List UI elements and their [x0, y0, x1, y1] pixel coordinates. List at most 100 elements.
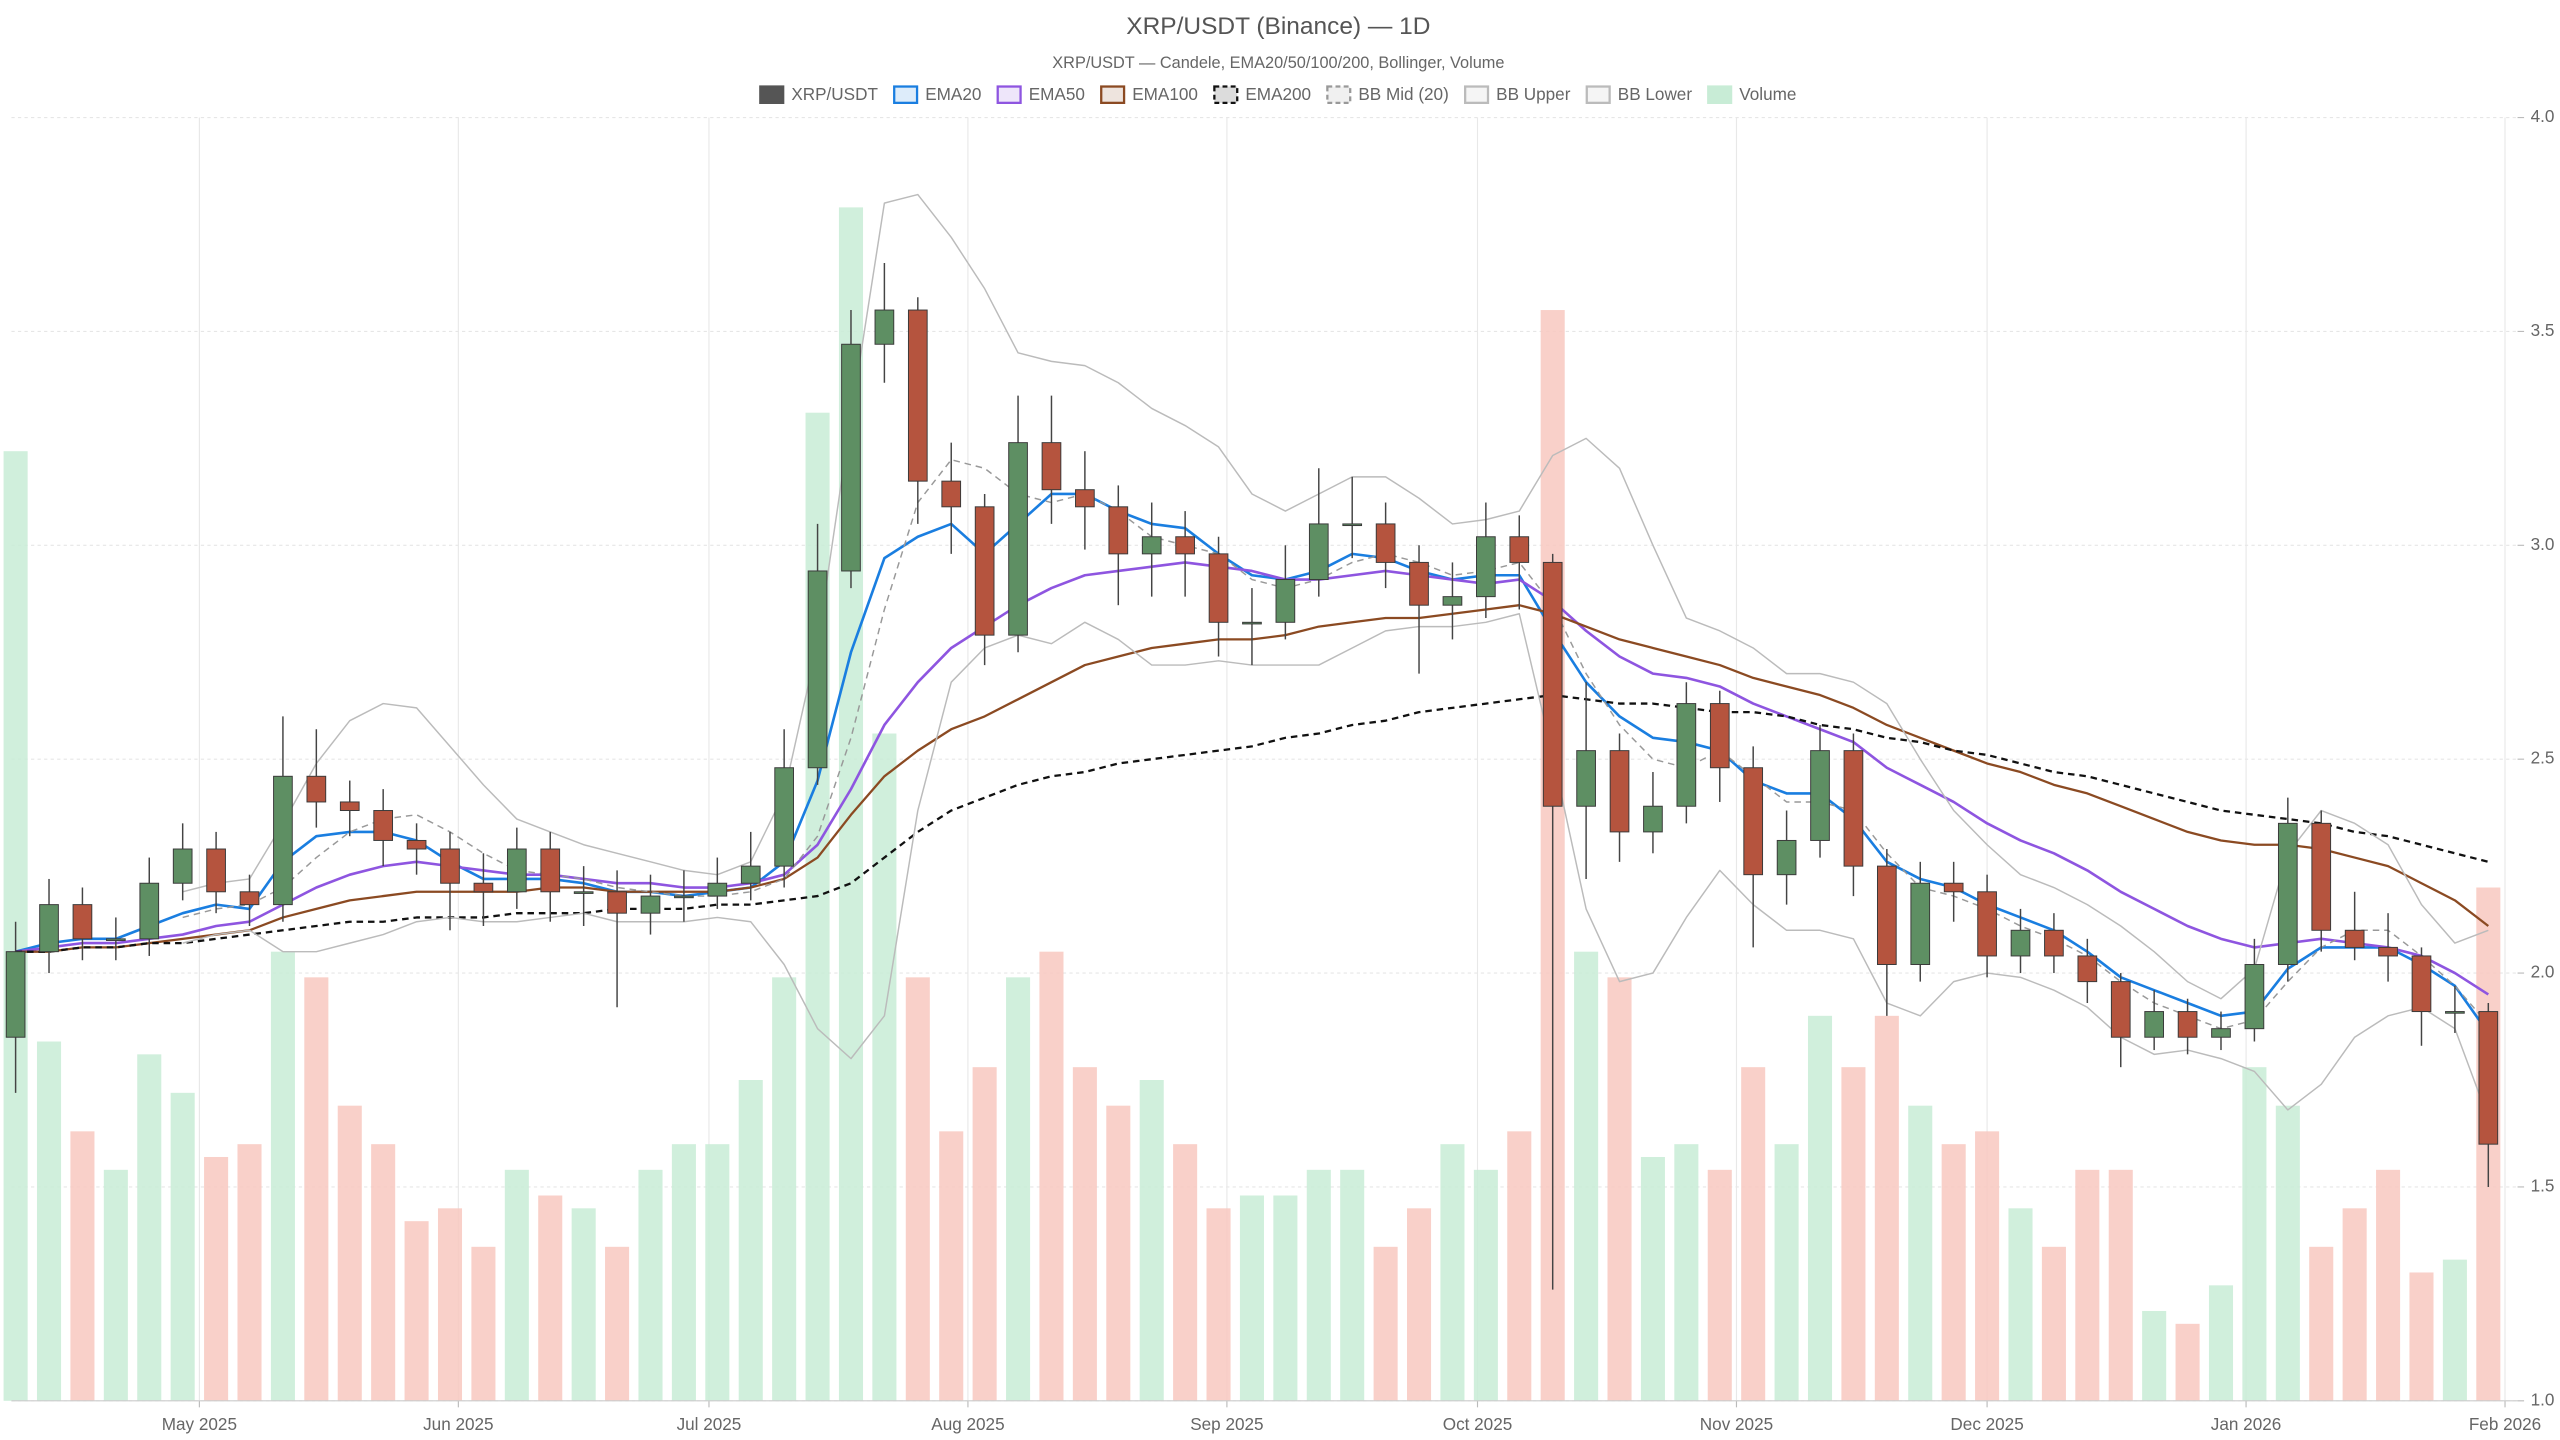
volume-bar	[2041, 1246, 2066, 1401]
candle-body	[139, 882, 160, 940]
x-tick-label: Jul 2025	[677, 1414, 742, 1434]
legend-swatch	[1707, 85, 1733, 104]
legend-swatch	[1585, 85, 1611, 104]
candle-body	[1141, 536, 1162, 555]
candle-body	[640, 895, 661, 914]
legend-item[interactable]: BB Upper	[1464, 84, 1571, 104]
legend-item[interactable]: BB Lower	[1585, 84, 1693, 104]
y-tick-label: 4.0	[2531, 106, 2555, 126]
volume-bar	[538, 1195, 563, 1401]
candle-body	[1175, 536, 1195, 555]
candle-body	[473, 882, 494, 893]
candle-body	[2445, 1011, 2465, 1014]
x-tick-label: Aug 2025	[931, 1414, 1004, 1434]
volume-bar	[1440, 1144, 1465, 1401]
candle-body	[2044, 929, 2064, 957]
volume-bar	[571, 1208, 596, 1401]
candle-body	[1676, 703, 1697, 807]
candle-body	[72, 904, 93, 940]
volume-bar	[1607, 977, 1632, 1401]
volume-bar	[304, 977, 329, 1401]
legend-item[interactable]: EMA100	[1100, 84, 1198, 104]
volume-bar	[371, 1144, 396, 1401]
volume-bar	[1173, 1144, 1198, 1401]
volume-bar	[337, 1105, 362, 1401]
candle-body	[2110, 981, 2131, 1038]
candle-body	[2211, 1028, 2231, 1038]
indicator-line	[182, 613, 2489, 1119]
legend-item[interactable]: XRP/USDT	[759, 84, 878, 104]
volume-bar	[1306, 1169, 1331, 1401]
candle-body	[1743, 767, 1764, 876]
legend-label: BB Lower	[1618, 84, 1693, 104]
volume-bar	[1741, 1067, 1766, 1401]
candle-body	[1776, 839, 1797, 876]
y-tick-label: 3.0	[2531, 534, 2555, 554]
chart-title: XRP/USDT (Binance) — 1D	[1126, 13, 1430, 40]
candle-layer	[5, 262, 2499, 1290]
legend-item[interactable]: EMA20	[893, 84, 981, 104]
candle-body	[206, 848, 226, 893]
volume-bar	[1674, 1144, 1699, 1401]
candle-body	[1375, 523, 1396, 563]
x-tick-label: Jun 2025	[423, 1414, 493, 1434]
candle-body	[1810, 750, 1830, 841]
candle-body	[874, 309, 895, 345]
volume-bar	[2008, 1208, 2033, 1401]
candle-body	[907, 309, 928, 482]
volume-bar	[1373, 1246, 1398, 1401]
volume-bar	[1206, 1208, 1231, 1401]
y-tick-label: 2.5	[2531, 748, 2555, 768]
volume-bar	[237, 1144, 262, 1401]
volume-bar	[2175, 1323, 2200, 1401]
x-tick-label: Jan 2026	[2211, 1414, 2281, 1434]
candle-body	[273, 775, 293, 906]
candle-body	[1208, 553, 1229, 623]
legend-label: Volume	[1739, 84, 1796, 104]
candle-body	[1643, 805, 1663, 833]
candle-body	[2344, 929, 2365, 948]
candle-body	[39, 904, 59, 953]
volume-bar	[2409, 1272, 2434, 1401]
candle-body	[974, 506, 995, 636]
volume-bar	[1139, 1080, 1164, 1401]
candle-body	[1943, 882, 1964, 893]
x-tick-label: May 2025	[162, 1414, 237, 1434]
candle-body	[841, 343, 861, 572]
candle-body	[1977, 891, 1997, 957]
candle-body	[941, 480, 962, 508]
legend[interactable]: XRP/USDT EMA20 EMA50 EMA100 EMA200 BB Mid (20…	[759, 84, 1796, 104]
volume-layer	[3, 207, 2501, 1401]
legend-label: EMA100	[1132, 84, 1198, 104]
candle-body	[1576, 750, 1596, 807]
chart-subtitle: XRP/USDT — Candele, EMA20/50/100/200, Bo…	[1052, 54, 1504, 72]
candle-body	[2077, 955, 2098, 983]
candle-body	[2144, 1011, 2165, 1038]
volume-bar	[2108, 1169, 2133, 1401]
candle-body	[1409, 561, 1429, 606]
volume-bar	[705, 1144, 730, 1401]
candle-body	[2277, 822, 2298, 965]
x-tick-label: Sep 2025	[1190, 1414, 1263, 1434]
volume-bar	[1106, 1105, 1131, 1401]
legend-item[interactable]: EMA50	[996, 84, 1085, 104]
candle-body	[1709, 703, 1730, 769]
legend-item[interactable]: BB Mid (20)	[1326, 84, 1449, 104]
candle-body	[1075, 489, 1095, 508]
volume-bar	[70, 1131, 95, 1401]
legend-swatch	[759, 85, 785, 104]
candle-body	[573, 891, 594, 894]
volume-bar	[437, 1208, 463, 1401]
candle-body	[807, 570, 828, 769]
volume-bar	[2309, 1246, 2334, 1401]
legend-item[interactable]: EMA200	[1213, 84, 1311, 104]
candle-body	[2411, 955, 2432, 1013]
volume-bar	[36, 1041, 62, 1401]
y-tick-label: 3.5	[2531, 320, 2555, 340]
x-tick-label: Dec 2025	[1950, 1414, 2023, 1434]
volume-bar	[638, 1169, 663, 1401]
candle-body	[373, 810, 394, 841]
legend-item[interactable]: Volume	[1707, 84, 1796, 104]
legend-label: BB Upper	[1496, 84, 1571, 104]
